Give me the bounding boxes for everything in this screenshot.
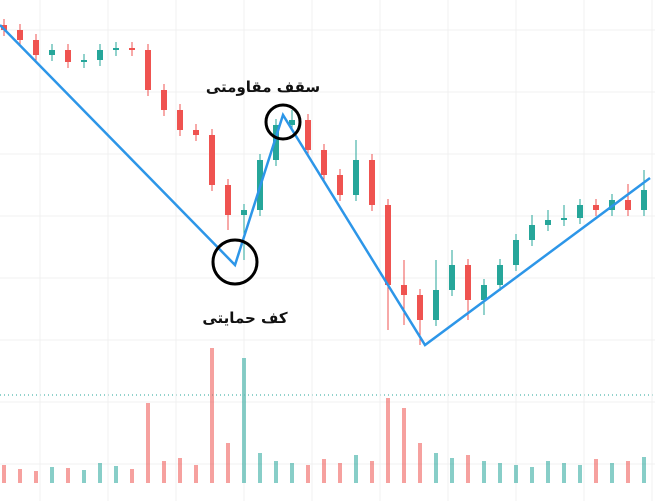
volume-bar xyxy=(450,458,454,483)
highlight-circle xyxy=(211,238,259,286)
annotation: کف حمایتی xyxy=(202,309,288,327)
volume-bar xyxy=(466,455,470,483)
volume-bar xyxy=(418,443,422,483)
volume-bar xyxy=(642,457,646,483)
volume-bar xyxy=(338,463,342,483)
volume-bar xyxy=(482,461,486,483)
candle-body xyxy=(593,205,599,210)
volume-bar xyxy=(290,463,294,483)
candle-body xyxy=(81,60,87,62)
volume-bar xyxy=(162,461,166,483)
volume-bar xyxy=(50,467,54,483)
zigzag-line xyxy=(0,24,651,347)
candle-body xyxy=(273,125,279,160)
candle-body xyxy=(305,120,311,150)
volume-bar xyxy=(626,461,630,483)
candle-body xyxy=(577,205,583,218)
candle-body xyxy=(17,30,23,40)
candle-body xyxy=(561,218,567,220)
volume-bar xyxy=(98,463,102,483)
candle-body xyxy=(449,265,455,290)
candle-body xyxy=(97,50,103,60)
candle-body xyxy=(369,160,375,205)
volume-bar xyxy=(322,459,326,483)
candle-body xyxy=(145,50,151,90)
candle-body xyxy=(497,265,503,285)
volume-bar xyxy=(578,465,582,483)
volume-bar xyxy=(370,461,374,483)
candle-body xyxy=(33,40,39,55)
candle-body xyxy=(465,265,471,300)
annotation: سقف مقاومتی xyxy=(206,78,320,96)
volume-bar xyxy=(498,463,502,483)
candle-body xyxy=(353,160,359,195)
volume-bar xyxy=(194,465,198,483)
candle-body xyxy=(193,130,199,135)
volume-bar xyxy=(226,443,230,483)
candle-body xyxy=(161,90,167,110)
volume-bar xyxy=(354,455,358,483)
volume-bar xyxy=(306,465,310,483)
candle-body xyxy=(289,120,295,125)
candle-body xyxy=(513,240,519,265)
candle-body xyxy=(241,210,247,215)
volume-bar xyxy=(274,461,278,483)
candle-body xyxy=(385,205,391,285)
candle-body xyxy=(129,48,135,50)
volume-bar xyxy=(514,465,518,483)
candle-body xyxy=(209,135,215,185)
volume-bar xyxy=(546,461,550,483)
candle-body xyxy=(641,190,647,210)
candle-body xyxy=(337,175,343,195)
volume-bar xyxy=(146,403,150,483)
candle-body xyxy=(625,200,631,210)
candle-body xyxy=(225,185,231,215)
candle-body xyxy=(49,50,55,55)
volume-bar xyxy=(114,466,118,483)
volume-bar xyxy=(434,453,438,483)
volume-bar xyxy=(34,471,38,483)
candle-body xyxy=(321,150,327,175)
candle-body xyxy=(401,285,407,295)
highlight-circle xyxy=(264,103,302,141)
volume-bar xyxy=(386,398,390,483)
candle-body xyxy=(65,50,71,62)
volume-bar xyxy=(130,469,134,483)
volume-bar xyxy=(402,408,406,483)
volume-bar xyxy=(178,458,182,483)
volume-bar xyxy=(210,348,214,483)
volume-bar xyxy=(66,468,70,483)
candle-body xyxy=(529,225,535,240)
volume-bar xyxy=(242,358,246,483)
volume-bar xyxy=(594,459,598,483)
volume-bar xyxy=(562,463,566,483)
candle-body xyxy=(481,285,487,300)
volume-bar xyxy=(2,465,6,483)
volume-bar xyxy=(530,467,534,483)
candle-body xyxy=(177,110,183,130)
candle-body xyxy=(433,290,439,320)
volume-bar xyxy=(258,453,262,483)
candle-body xyxy=(545,220,551,225)
candle-body xyxy=(113,48,119,50)
volume-bar xyxy=(82,470,86,483)
candle-body xyxy=(417,295,423,320)
volume-bar xyxy=(18,469,22,483)
volume-bar xyxy=(610,463,614,483)
